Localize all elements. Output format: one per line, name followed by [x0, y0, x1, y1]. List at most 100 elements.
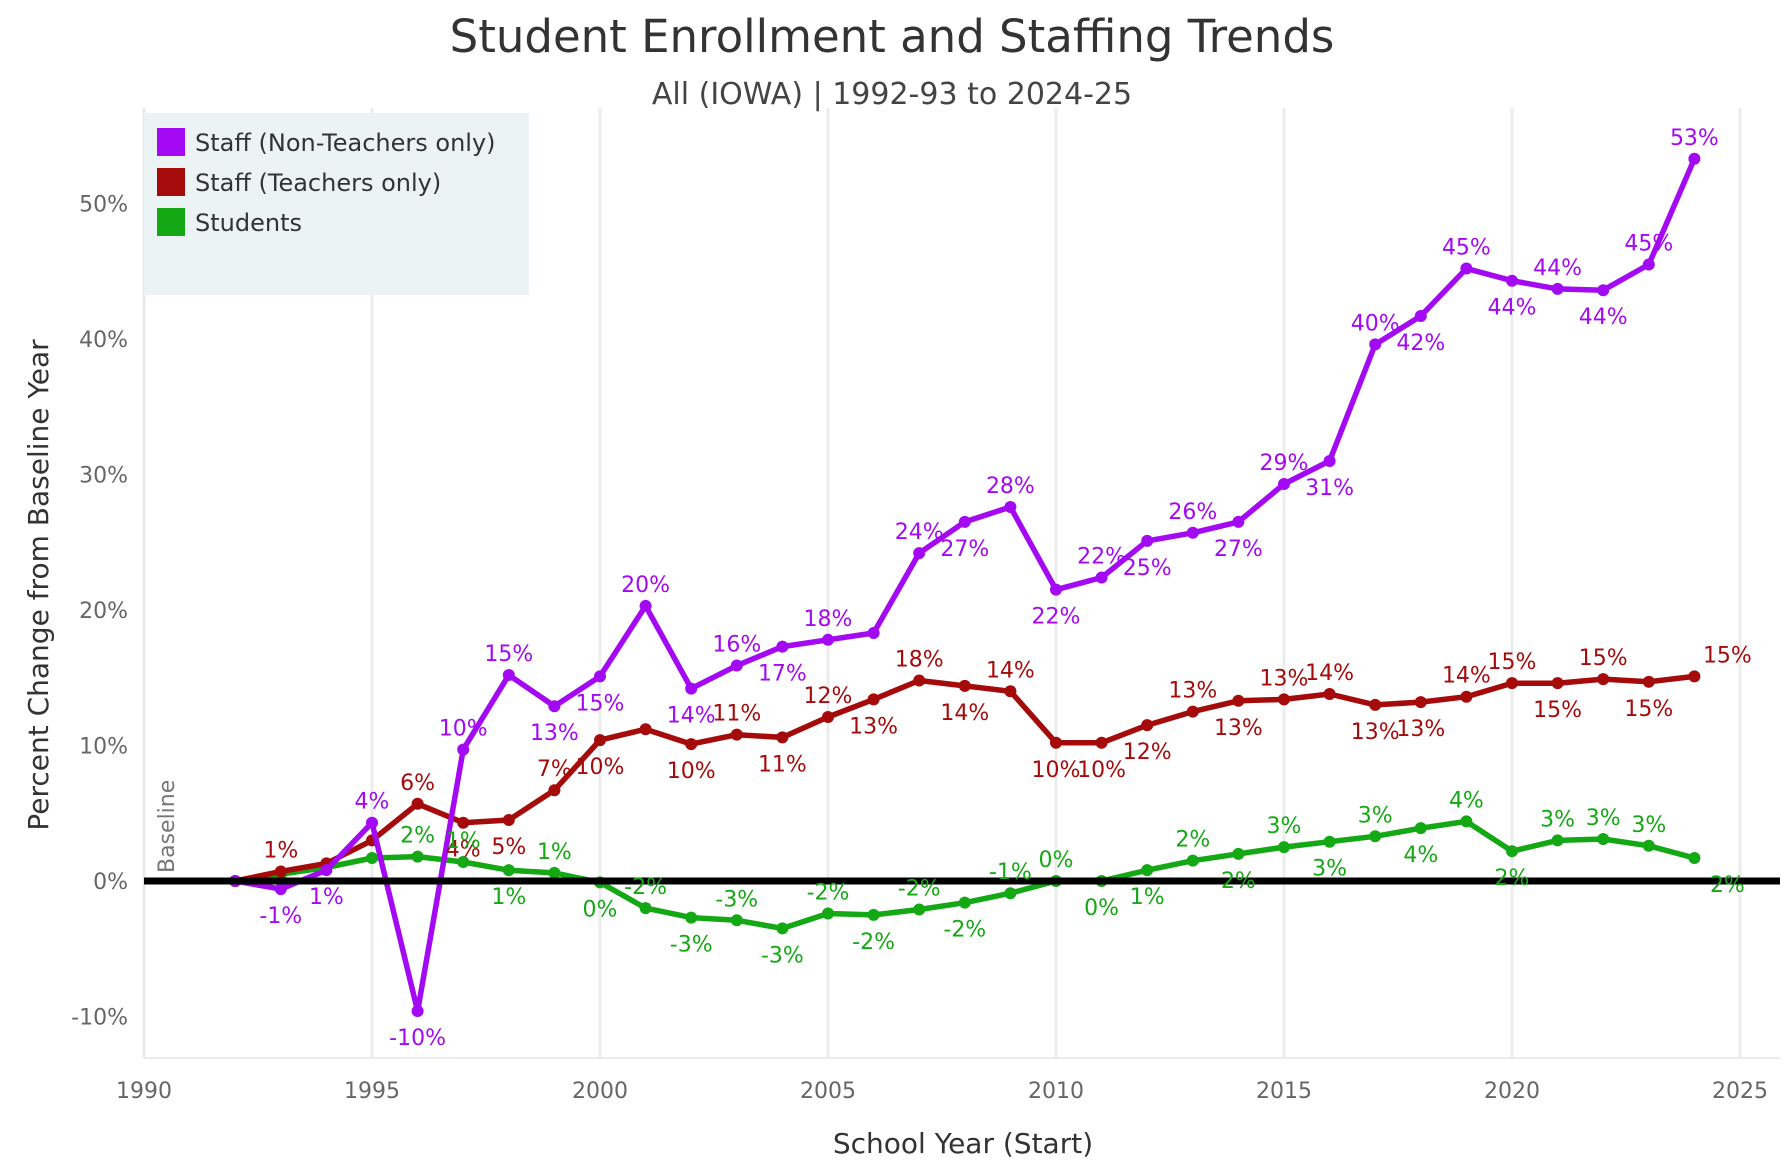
data-point	[1642, 675, 1655, 688]
data-point	[1278, 477, 1290, 490]
y-tick-label: 20%	[79, 599, 128, 624]
data-point	[1414, 822, 1427, 835]
data-point	[1141, 719, 1154, 732]
data-label: -2%	[624, 875, 667, 900]
legend-swatch	[157, 208, 185, 236]
data-point	[1323, 454, 1336, 467]
data-point	[1004, 501, 1017, 514]
data-point	[1551, 677, 1564, 690]
data-label: 10%	[667, 759, 716, 784]
data-label: -3%	[715, 887, 758, 912]
data-point	[958, 679, 971, 692]
data-point	[639, 599, 652, 612]
data-label: 27%	[1214, 537, 1263, 562]
y-tick-label: 40%	[79, 328, 128, 353]
data-point	[548, 700, 561, 713]
data-point	[639, 723, 652, 736]
data-label: 4%	[446, 838, 481, 863]
data-point	[1369, 830, 1382, 843]
data-point	[1506, 845, 1518, 858]
data-label: 15%	[484, 642, 533, 667]
data-point	[411, 797, 424, 810]
legend-box	[144, 113, 529, 295]
data-point	[457, 856, 470, 869]
data-label: -2%	[898, 876, 941, 901]
data-label: 15%	[1579, 646, 1628, 671]
plot-area: 1990 1995 2000 2005 2010 2015 2020 2025 -10% 0% 10…	[71, 108, 1780, 1104]
data-label: 24%	[895, 520, 944, 545]
data-label: 18%	[895, 647, 944, 672]
data-point	[502, 669, 515, 682]
data-label: 3%	[1586, 806, 1621, 831]
data-point	[639, 902, 652, 915]
data-point	[1232, 515, 1245, 528]
data-label: 2%	[1175, 828, 1210, 853]
data-label: 13%	[1396, 717, 1445, 742]
data-point	[1323, 688, 1336, 701]
data-point	[1460, 815, 1473, 828]
data-point	[913, 674, 926, 687]
data-label: -1%	[989, 860, 1032, 885]
data-label: 3%	[1540, 807, 1575, 832]
data-label: 44%	[1488, 296, 1537, 321]
data-point	[685, 911, 698, 924]
data-label: -10%	[389, 1026, 446, 1051]
data-label: 3%	[1631, 813, 1666, 838]
data-point	[411, 1005, 424, 1018]
data-point	[594, 670, 606, 683]
data-point	[1688, 851, 1701, 864]
data-point	[1141, 534, 1154, 547]
data-label: 1%	[446, 829, 481, 854]
legend-label: Staff (Teachers only)	[195, 169, 441, 197]
data-label: 10%	[1077, 758, 1126, 783]
data-point	[1004, 887, 1017, 900]
legend-label: Students	[195, 209, 302, 237]
data-point	[1597, 673, 1610, 686]
data-point	[548, 784, 561, 797]
data-label: 2%	[1495, 866, 1530, 891]
data-label: 18%	[804, 607, 853, 632]
data-point	[320, 864, 333, 877]
y-tick-label: 0%	[93, 870, 128, 895]
data-label: 16%	[712, 633, 761, 658]
data-label: 1%	[491, 885, 526, 910]
data-point	[411, 850, 424, 863]
data-label: 14%	[667, 704, 716, 729]
data-point	[1506, 677, 1518, 690]
data-label: 42%	[1396, 331, 1445, 356]
data-label: 20%	[621, 573, 670, 598]
data-point	[1278, 841, 1290, 854]
data-label: 22%	[1032, 605, 1081, 630]
data-label: 13%	[1214, 716, 1263, 741]
y-axis-title: Percent Change from Baseline Year	[22, 339, 55, 831]
data-label: 27%	[940, 537, 989, 562]
x-tick-label: 1990	[116, 1079, 172, 1104]
data-label: 45%	[1442, 236, 1491, 261]
data-point	[1460, 262, 1473, 275]
data-label: 13%	[1351, 720, 1400, 745]
data-label: 1%	[537, 840, 572, 865]
data-point	[1095, 571, 1108, 584]
data-label: 0%	[583, 897, 618, 922]
data-point	[274, 883, 287, 896]
data-label: 29%	[1260, 451, 1309, 476]
data-point	[730, 914, 743, 927]
data-point	[1232, 847, 1245, 860]
data-point	[457, 816, 470, 829]
data-label: 1%	[1130, 885, 1165, 910]
data-label: 22%	[1077, 544, 1126, 569]
data-point	[1688, 152, 1701, 165]
data-label: 10%	[1032, 758, 1081, 783]
data-label: -2%	[852, 930, 895, 955]
data-label: 4%	[1403, 843, 1438, 868]
data-point	[1186, 705, 1199, 718]
data-point	[1004, 685, 1017, 698]
y-tick-label: -10%	[71, 1006, 128, 1031]
data-label: 12%	[1123, 740, 1172, 765]
data-point	[366, 851, 378, 864]
x-tick-label: 2005	[800, 1079, 856, 1104]
data-point	[1095, 736, 1108, 749]
data-label: 14%	[940, 701, 989, 726]
data-label: 26%	[1168, 500, 1217, 525]
data-point	[685, 682, 698, 695]
